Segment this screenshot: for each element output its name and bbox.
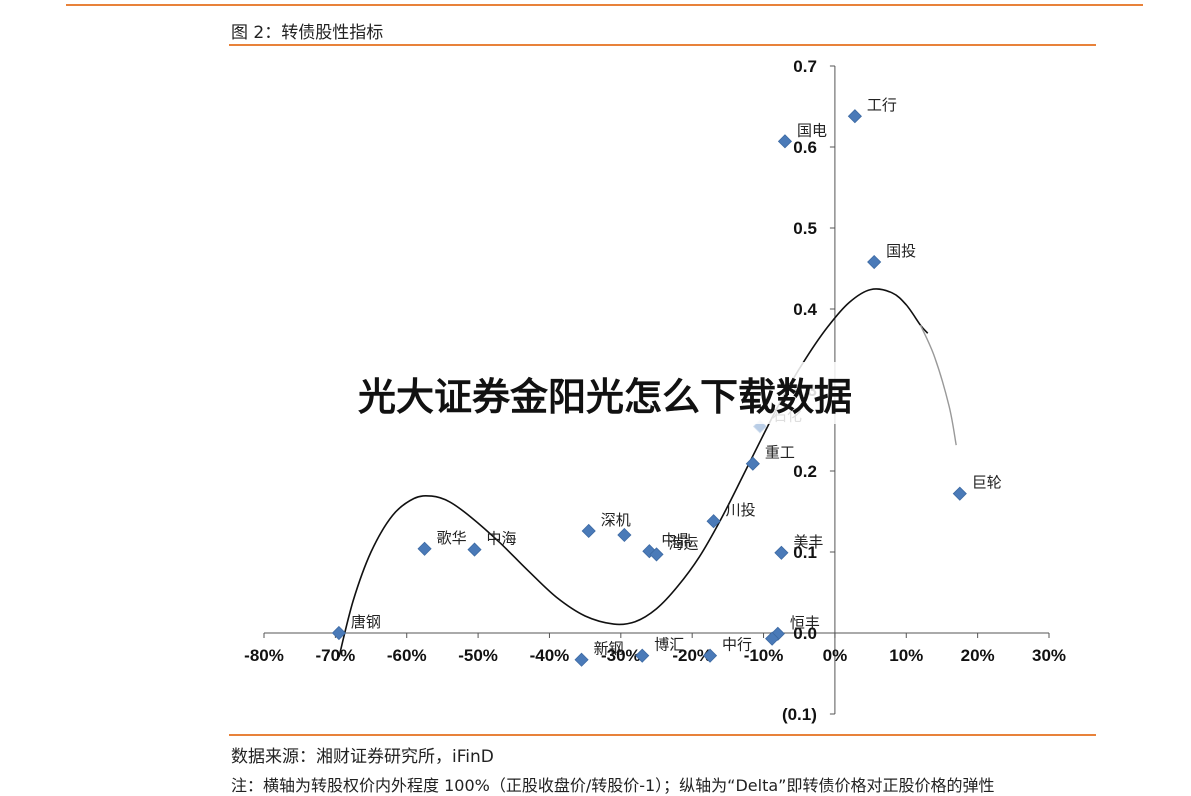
trend-curve xyxy=(338,288,929,658)
point-label: 工行 xyxy=(867,96,897,114)
x-tick-label: -40% xyxy=(530,646,570,665)
x-tick-label: -10% xyxy=(744,646,784,665)
data-point xyxy=(417,541,432,556)
trend-curve-tail xyxy=(919,324,957,446)
y-tick-label: 0.0 xyxy=(793,624,817,643)
data-point xyxy=(765,631,780,646)
data-point xyxy=(770,626,785,641)
data-point xyxy=(867,254,882,270)
x-tick-label: 30% xyxy=(1032,646,1066,665)
x-tick-label: -50% xyxy=(458,646,498,665)
data-points-layer xyxy=(331,109,967,667)
data-point xyxy=(581,523,596,539)
data-point xyxy=(331,625,346,641)
point-label: 美丰 xyxy=(793,533,823,551)
x-tick-label: 20% xyxy=(961,646,995,665)
x-tick-label: -80% xyxy=(244,646,284,665)
y-tick-label: 0.4 xyxy=(793,300,817,319)
title-overlay-band xyxy=(356,362,838,424)
data-point xyxy=(777,134,793,149)
point-label: 重工 xyxy=(765,444,795,462)
note-text: 注：横轴为转股权价内外程度 100%（正股收盘价/转股价-1）；纵轴为“Delt… xyxy=(231,776,995,795)
data-point xyxy=(774,545,789,560)
point-label: 新钢 xyxy=(594,640,624,658)
point-label: 深机 xyxy=(601,511,631,529)
data-point xyxy=(642,544,657,559)
data-point xyxy=(574,652,589,667)
x-tick-label: 10% xyxy=(889,646,923,665)
point-label: 国投 xyxy=(886,242,916,260)
data-point xyxy=(952,486,967,501)
point-label: 中行 xyxy=(722,636,752,654)
x-tick-label: -70% xyxy=(316,646,356,665)
point-label: 国电 xyxy=(797,121,827,139)
bottom-rule xyxy=(229,734,1096,736)
data-point xyxy=(745,456,760,471)
y-tick-label: 0.5 xyxy=(793,219,817,238)
point-label: 海运 xyxy=(669,534,699,552)
point-label: 博汇 xyxy=(654,636,684,654)
point-label: 中海 xyxy=(487,530,517,548)
overlay-title: 光大证券金阳光怎么下载数据 xyxy=(358,375,853,419)
y-tick-label: 0.2 xyxy=(793,462,817,481)
point-label: 歌华 xyxy=(437,529,467,547)
data-point xyxy=(467,542,482,557)
x-tick-label: -60% xyxy=(387,646,427,665)
x-tick-label: -30% xyxy=(601,646,641,665)
point-label: 唐钢 xyxy=(351,613,381,631)
data-point xyxy=(617,527,632,543)
point-label: 巨轮 xyxy=(972,474,1002,492)
point-label: 川投 xyxy=(726,501,756,519)
figure-title: 图 2：转债股性指标 xyxy=(231,23,384,43)
data-point xyxy=(706,514,721,529)
y-tick-label: 0.1 xyxy=(793,543,817,562)
data-point xyxy=(649,547,664,562)
data-point xyxy=(635,648,650,663)
point-label: 恒丰 xyxy=(790,614,820,632)
trend-curve-layer xyxy=(338,288,957,658)
x-tick-label: -20% xyxy=(672,646,712,665)
chart-axes: -80% -70% -60% -50% -40% -30% -20% -10% 0% 10% 20%… xyxy=(244,57,1066,724)
source-text: 数据来源：湘财证券研究所，iFinD xyxy=(231,747,494,767)
y-tick-label: (0.1) xyxy=(782,705,817,724)
top-rule xyxy=(66,4,1143,6)
y-tick-label: 0.6 xyxy=(793,138,817,157)
data-point xyxy=(847,109,862,124)
y-tick-label: 0.7 xyxy=(793,57,817,76)
point-label: 中鼎 xyxy=(661,531,691,549)
x-tick-label: 0% xyxy=(823,646,848,665)
title-underline xyxy=(229,44,1096,46)
data-point xyxy=(702,648,718,663)
